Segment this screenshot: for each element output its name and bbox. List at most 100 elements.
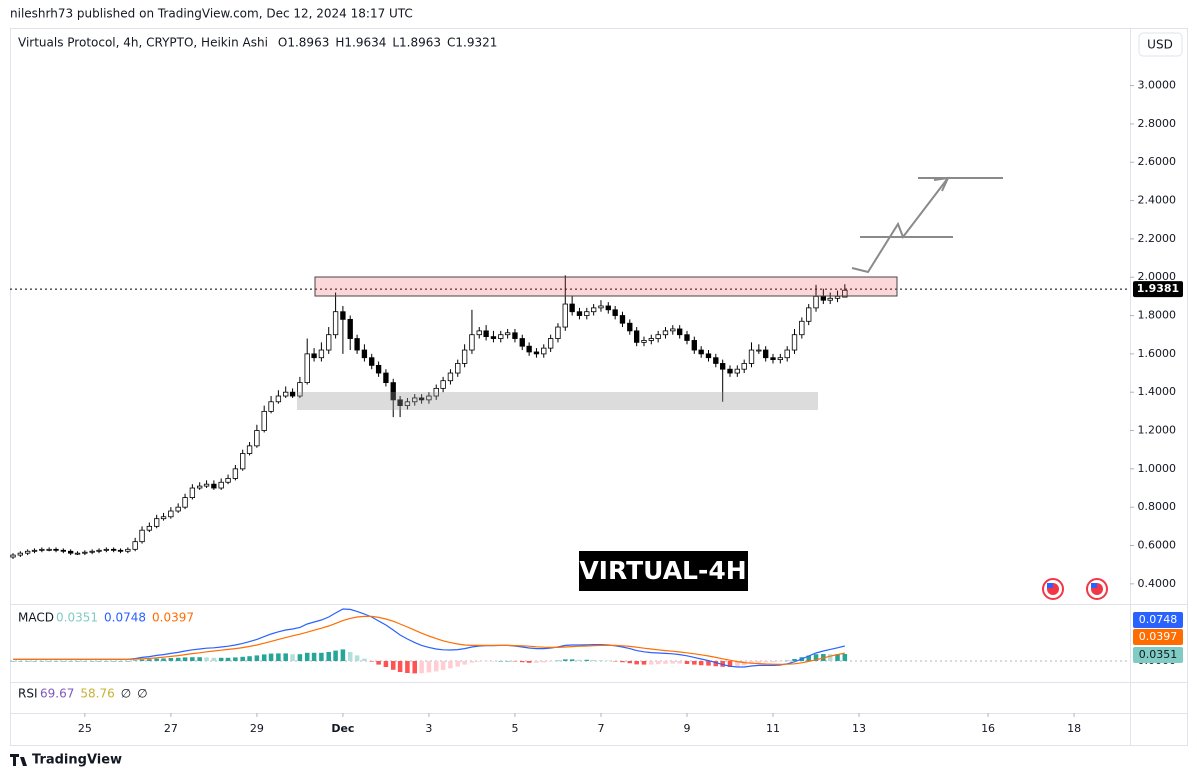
candle-body (74, 552, 81, 555)
candle-body (246, 445, 253, 454)
x-tick-label: 3 (425, 722, 432, 735)
macd-line (13, 608, 845, 668)
candle-body (440, 380, 446, 389)
candle-body (519, 338, 525, 347)
x-tick-label: 29 (250, 722, 264, 735)
x-tick-label: 27 (164, 722, 178, 735)
macd-histogram-bar (763, 661, 768, 663)
x-tick-label: 13 (852, 722, 866, 735)
candle-body (289, 391, 296, 397)
macd-histogram-bar (612, 661, 618, 662)
plot-layer: 0.4000 0.6000 0.8000 1.0000 1.2000 1.4000 1.60… (10, 79, 1183, 735)
candle-body (791, 334, 798, 351)
candle-body (483, 330, 489, 338)
macd-histogram-bar (383, 661, 389, 667)
macd-histogram-bar (534, 661, 539, 663)
macd-histogram-bar (448, 661, 453, 669)
candle-body (634, 330, 640, 343)
candle-body (175, 506, 181, 512)
candle-body (498, 334, 504, 339)
macd-histogram-bar (240, 656, 245, 661)
annotation: VIRTUAL-4H (579, 556, 746, 585)
macd-histogram-bar (641, 661, 647, 665)
currency[interactable]: USD (1147, 38, 1173, 52)
macd-histogram-bar (519, 661, 525, 663)
macd-histogram-bar (591, 660, 596, 661)
macd-histogram-bar (806, 655, 811, 661)
y-tick-label: 2.0000 (1138, 270, 1177, 283)
macd-histogram-bar (476, 661, 482, 662)
candle-body (584, 311, 590, 316)
candle-body (318, 349, 325, 359)
candle-body (89, 550, 95, 553)
macd-histogram-bar (706, 661, 711, 666)
macd-histogram-bar (440, 661, 446, 670)
macd-histogram-bar (10, 661, 16, 662)
macd-histogram-bar (347, 652, 353, 661)
macd-histogram-bar (462, 661, 467, 665)
y-tick-label: 0.6000 (1138, 539, 1177, 552)
event-flag[interactable] (1086, 578, 1108, 600)
candle-body (311, 353, 317, 359)
macd-histogram-bar (727, 661, 733, 667)
event-flag[interactable] (1042, 578, 1064, 600)
candle-body (10, 554, 16, 558)
macd-histogram-bar (46, 661, 52, 662)
macd-histogram-bar (125, 661, 131, 662)
macd-histogram-bar (598, 660, 604, 661)
candle-body (254, 430, 260, 447)
macd-histogram-bar (419, 661, 424, 674)
macd-label: MACD (18, 611, 54, 625)
macd-histogram-bar (412, 661, 417, 674)
candle-body (504, 332, 511, 336)
macd-histogram-bar (118, 661, 123, 662)
candle-body (469, 334, 475, 351)
currency-button[interactable] (1138, 32, 1183, 57)
macd-badge-label: 0.0351 (1139, 648, 1178, 661)
candle-body (447, 372, 454, 382)
macd-badge (1133, 612, 1183, 628)
macd-histogram-bar (82, 661, 88, 662)
macd-histogram-bar (692, 661, 697, 665)
macd-histogram-bar (139, 659, 145, 661)
candle-body (461, 349, 468, 364)
y-tick-label: 0.4000 (1138, 577, 1177, 590)
ohlc-value: O1.8963 (278, 36, 329, 50)
candle-body (541, 347, 547, 355)
candle-body (375, 364, 382, 374)
macd-histogram-bar (61, 661, 66, 662)
candle-body (648, 338, 654, 341)
macd-histogram-bar (655, 661, 661, 665)
brand-logo (10, 754, 27, 766)
macd-histogram-bar (526, 661, 532, 663)
candle-body (225, 478, 231, 483)
macd-histogram-bar (842, 653, 848, 661)
macd-histogram-bar (96, 661, 102, 662)
last-price-badge (1133, 281, 1183, 298)
frame (10, 28, 1188, 746)
macd-histogram-bar (405, 661, 410, 673)
candle-body (598, 305, 604, 309)
macd-histogram-bar (749, 661, 754, 664)
x-tick-label: 9 (683, 722, 690, 735)
rsi-legend-value: 69.67 (40, 687, 74, 701)
y-tick-label: 2.6000 (1138, 155, 1177, 168)
candle-body (756, 349, 762, 352)
candle-body (268, 401, 274, 412)
macd-line (13, 615, 845, 666)
resistance-zone (314, 276, 898, 297)
macd-histogram-bar (663, 661, 668, 664)
candle-body (117, 549, 124, 552)
macd-histogram-bar (319, 652, 324, 661)
candle-body (203, 483, 210, 487)
candle-body (655, 334, 661, 339)
candle-body (799, 320, 805, 336)
macd-histogram-bar (104, 661, 109, 662)
macd-histogram-bar (784, 660, 790, 662)
candle-body (340, 311, 346, 320)
x-tick-label: 11 (766, 722, 780, 735)
candle-body (455, 363, 461, 374)
candle-body (146, 525, 153, 531)
y-tick-label: 2.2000 (1138, 232, 1177, 245)
macd-histogram-bar (18, 661, 23, 662)
